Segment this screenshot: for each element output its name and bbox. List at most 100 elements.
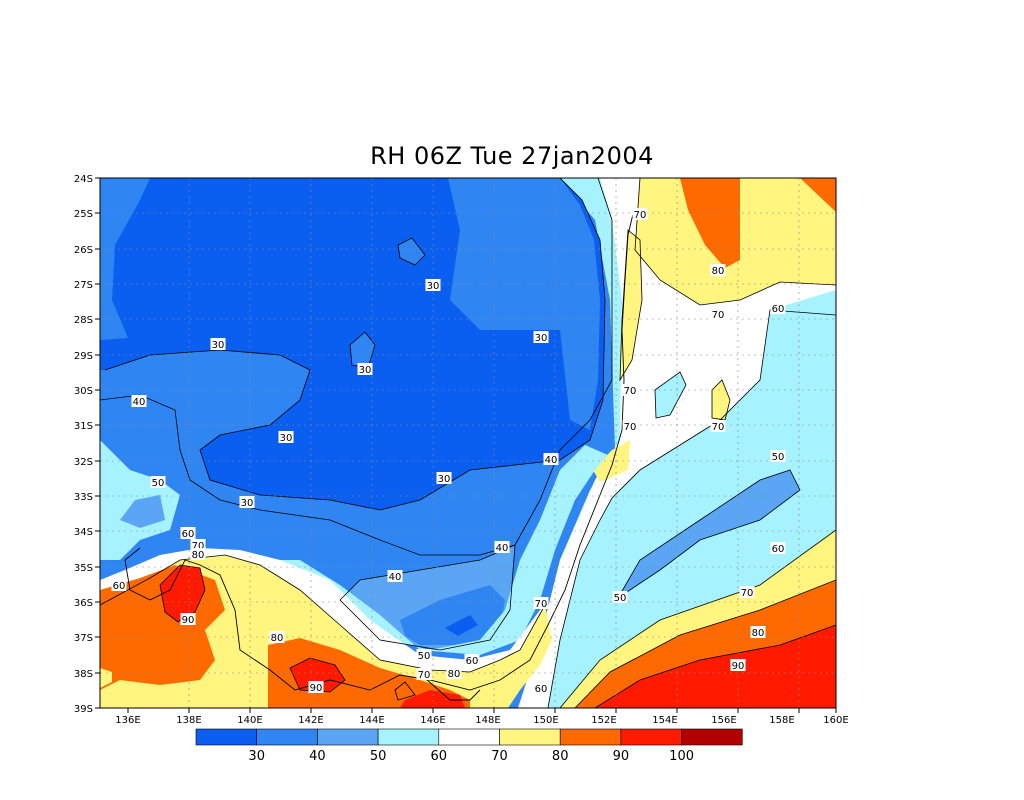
contour-label: 40 (389, 572, 402, 583)
contour-label: 60 (535, 684, 548, 695)
contour-label-bg (710, 264, 726, 276)
longitude-labels: 136E 138E 140E 142E 144E 146E 148E 150E … (115, 715, 848, 726)
lat-label: 38S (74, 669, 93, 680)
grid-lines (100, 178, 836, 708)
lat-label: 25S (74, 209, 93, 220)
contour-label: 70 (712, 310, 725, 321)
contour-label-bg (632, 208, 648, 220)
contour-label: 50 (418, 651, 431, 662)
contour-label-bg (533, 331, 549, 343)
contour-label: 80 (271, 633, 284, 644)
contour-label-bg (543, 453, 559, 465)
contour-label-bg (770, 302, 786, 314)
rh-zone-30-40-dot (350, 332, 375, 368)
contour-label: 40 (545, 455, 558, 466)
rh-field (100, 178, 836, 708)
contour-label-bg (446, 667, 462, 679)
rh-zone-60-70-islet (655, 372, 686, 418)
colorbar-swatch (377, 728, 440, 746)
plot-frame (99, 177, 837, 709)
colorbar-label: 90 (613, 749, 630, 764)
contour-label-bg (387, 570, 403, 582)
contour-label: 70 (624, 386, 637, 397)
lat-label: 28S (74, 315, 93, 326)
colorbar-label: 60 (431, 749, 448, 764)
contour-label-bg (150, 476, 166, 488)
contour-label: 30 (280, 433, 293, 444)
lat-label: 26S (74, 245, 93, 256)
contour-label-bg (533, 682, 549, 694)
lon-label: 144E (359, 715, 384, 726)
contour-label-bg (739, 586, 755, 598)
lon-label: 152E (591, 715, 616, 726)
contour-label-bg (770, 450, 786, 462)
contour-label: 30 (427, 281, 440, 292)
contour-label-bg (131, 395, 147, 407)
contour-label: 80 (192, 550, 205, 561)
contour-label: 70 (192, 541, 205, 552)
rh-zone-80-90-corner (800, 178, 836, 212)
lon-label: 158E (769, 715, 794, 726)
contour-label: 60 (113, 581, 126, 592)
lat-label: 39S (74, 704, 93, 715)
coastline (124, 213, 634, 701)
contour-label-bg (210, 338, 226, 350)
colorbar-label: 80 (552, 749, 569, 764)
contour-label-bg (730, 659, 746, 671)
rh-zone-60-70-sa-white (100, 548, 548, 672)
contour-label-bg (710, 420, 726, 432)
lon-label: 148E (475, 715, 500, 726)
rh-zone-90-100-southeast (595, 625, 836, 708)
lon-label: 160E (823, 715, 848, 726)
contour-label: 50 (772, 452, 785, 463)
colorbar-swatch (256, 728, 318, 746)
lat-label: 31S (74, 421, 93, 432)
lon-label: 142E (298, 715, 323, 726)
contour-label: 80 (448, 669, 461, 680)
contour-label: 30 (438, 474, 451, 485)
colorbar-swatch (620, 728, 682, 746)
rh-zone-90-100-sa-bottom (400, 690, 465, 708)
colorbar: 30 40 50 60 70 80 90 100 (195, 728, 743, 764)
contour-label-bg (111, 579, 127, 591)
lon-label: 138E (176, 715, 201, 726)
lon-label: 150E (533, 715, 558, 726)
contour-label-bg (436, 472, 452, 484)
contour-label-bg (622, 384, 638, 396)
contour-label-bg (239, 496, 255, 508)
contour-label: 70 (634, 210, 647, 221)
contour-label-bg (750, 626, 766, 638)
contour-label: 50 (614, 593, 627, 604)
rh-zone-80-90-northeast (680, 178, 740, 268)
lat-label: 33S (74, 492, 93, 503)
lat-label: 24S (74, 174, 93, 185)
contour-label: 70 (741, 588, 754, 599)
contour-label: 30 (359, 365, 372, 376)
lon-label: 154E (652, 715, 677, 726)
contour-label: 30 (241, 498, 254, 509)
rh-zone-50-60-east (618, 470, 800, 598)
lat-label: 27S (74, 280, 93, 291)
colorbar-swatch (438, 728, 500, 746)
rh-zone-30-40-south-pocket (400, 585, 505, 645)
contour-label-bg (425, 279, 441, 291)
rh-zone-30-40-pocket-north (448, 178, 600, 430)
contour-label: 90 (310, 683, 323, 694)
rh-zone-below-30-south (445, 615, 478, 636)
lat-label: 30S (74, 386, 93, 397)
contour-label-bg (357, 363, 373, 375)
lat-label: 34S (74, 527, 93, 538)
contour-label-bg (770, 542, 786, 554)
rh-zone-90-100-sa-west (160, 565, 205, 622)
colorbar-label: 70 (491, 749, 508, 764)
contour-label: 60 (466, 656, 479, 667)
contour-label-bg (278, 431, 294, 443)
colorbar-label: 100 (669, 749, 694, 764)
contour-label-bg (622, 420, 638, 432)
contour-label: 40 (133, 397, 146, 408)
contour-label-bg (180, 527, 196, 539)
contour-label-bg (710, 308, 726, 320)
contour-label: 70 (712, 422, 725, 433)
